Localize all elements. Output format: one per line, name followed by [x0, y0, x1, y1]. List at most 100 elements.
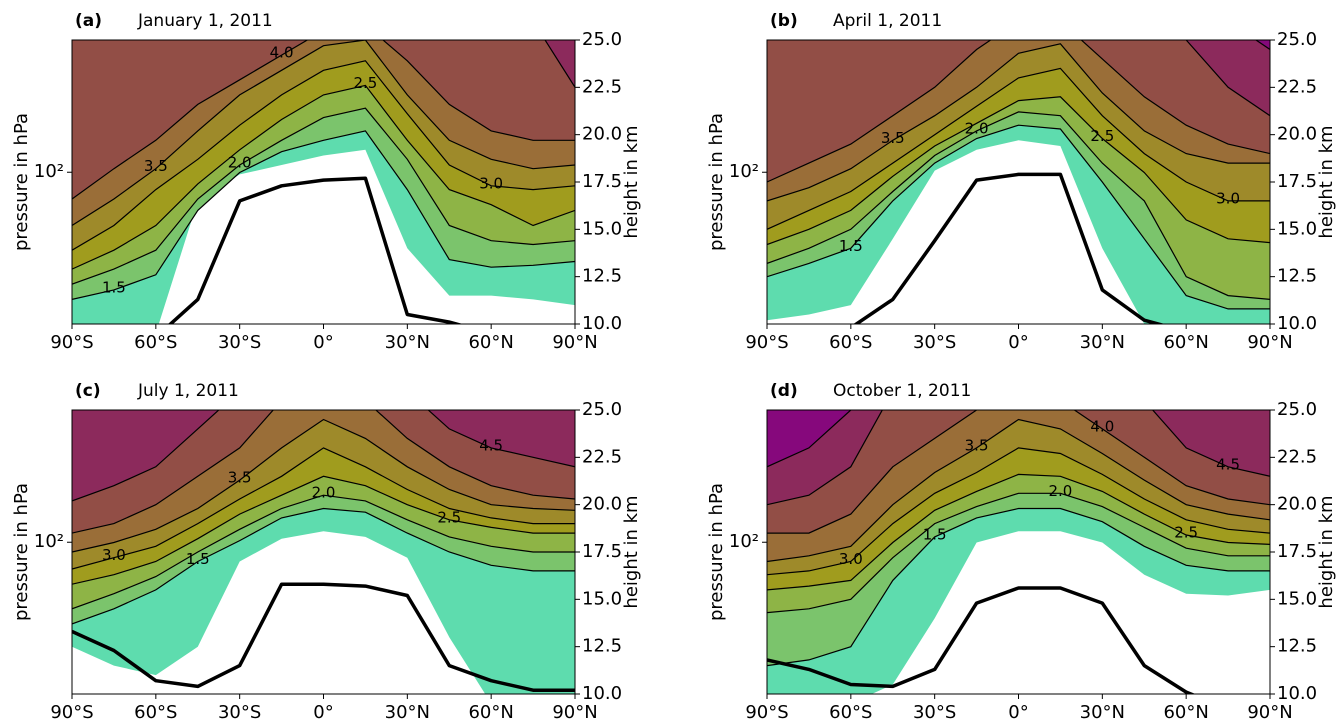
panel: 1.5 2.0 2.5 3.0 3.5 4.0 4.5 90°S 60°S 30°S 0° 30°N 6…	[11, 0, 642, 353]
y2-tick-label: 15.0	[1277, 218, 1317, 239]
x-tick-label: 30°S	[913, 332, 956, 353]
y2-axis-label: height in km	[621, 495, 642, 608]
y-tick-label: 10²	[729, 161, 759, 182]
contour-label: 5.0	[797, 0, 821, 9]
plot-area: 1.5 2.0 2.5 3.0 3.5 4.0 4.5	[72, 389, 575, 694]
panel-title: October 1, 2011	[833, 381, 971, 401]
y-axis-label: pressure in hPa	[706, 483, 727, 621]
contour-label: 4.5	[1216, 455, 1240, 473]
contour-label: 1.5	[923, 525, 947, 543]
y2-axis-label: height in km	[1316, 125, 1337, 238]
contour-band	[72, 410, 575, 534]
contour-label: 2.0	[1048, 482, 1072, 500]
contour-line	[767, 40, 1270, 183]
tropopause-line	[72, 582, 575, 692]
contour-line	[72, 60, 575, 251]
contour-line	[767, 507, 1270, 667]
contour-line	[72, 40, 575, 200]
y2-tick-label: 20.0	[1277, 494, 1317, 515]
contour-label: 2.0	[228, 153, 252, 171]
x-tick-label: 30°N	[1080, 332, 1125, 353]
contour-line	[72, 84, 575, 270]
contour-label: 4.0	[270, 44, 294, 62]
x-tick-label: 60°S	[134, 702, 177, 723]
x-tick-label: 30°N	[385, 702, 430, 723]
contour-band	[767, 410, 851, 467]
contour-label: 2.0	[965, 119, 989, 137]
contour-label: 3.5	[965, 436, 989, 454]
x-tick-label: 60°N	[468, 332, 513, 353]
contour-line	[72, 410, 575, 502]
contour-band	[72, 410, 575, 501]
y2-tick-label: 17.5	[1277, 171, 1317, 192]
y2-tick-label: 15.0	[1277, 588, 1317, 609]
contour-label: 2.0	[312, 484, 336, 502]
contour-line	[72, 107, 575, 285]
contour-label: 1.5	[186, 550, 210, 568]
contour-line	[767, 124, 1270, 310]
y2-tick-label: 25.0	[1277, 399, 1317, 420]
contour-label: 4.5	[1132, 10, 1156, 28]
contour-band	[767, 410, 1270, 534]
y2-tick-label: 20.0	[1277, 124, 1317, 145]
x-tick-label: 30°N	[1080, 702, 1125, 723]
y2-tick-label: 20.0	[582, 124, 622, 145]
tropopause-line	[767, 586, 1196, 694]
contour-label: 4.5	[479, 436, 503, 454]
contour-line	[72, 418, 575, 553]
y2-tick-label: 22.5	[1277, 446, 1317, 467]
contour-line	[72, 475, 575, 585]
contour-label: 4.5	[395, 0, 419, 9]
contour-band	[72, 40, 575, 199]
contour-line	[767, 96, 1270, 246]
x-tick-label: 90°S	[50, 702, 93, 723]
y-axis-label: pressure in hPa	[706, 113, 727, 251]
x-tick-label: 90°S	[50, 332, 93, 353]
y2-tick-label: 12.5	[582, 636, 622, 657]
contour-line	[72, 40, 575, 227]
x-tick-label: 60°S	[829, 332, 872, 353]
x-tick-label: 60°S	[134, 332, 177, 353]
contour-label: 2.5	[1174, 523, 1198, 541]
panel-title: April 1, 2011	[833, 11, 942, 31]
y2-axis-label: height in km	[1316, 495, 1337, 608]
y2-tick-label: 17.5	[1277, 541, 1317, 562]
y2-tick-label: 10.0	[582, 683, 622, 704]
contour-line	[72, 410, 575, 534]
y-tick-label: 10²	[34, 531, 64, 552]
y-tick-label: 10²	[729, 531, 759, 552]
x-tick-label: 30°S	[218, 702, 261, 723]
contour-line	[767, 418, 1270, 563]
x-tick-label: 0°	[313, 332, 333, 353]
contour-line	[767, 43, 1270, 202]
contour-line	[767, 473, 1270, 591]
contour-label: 4.0	[353, 389, 377, 407]
y2-tick-label: 15.0	[582, 588, 622, 609]
y-axis-label: pressure in hPa	[11, 483, 32, 621]
panel: 1.5 2.0 2.5 3.0 3.5 4.0 4.5 5.0 90°S 60°S 30°S 0° 30…	[706, 381, 1337, 723]
x-tick-label: 60°N	[468, 702, 513, 723]
x-tick-label: 90°N	[552, 702, 597, 723]
x-tick-label: 30°N	[385, 332, 430, 353]
contour-label: 1.5	[102, 278, 126, 296]
contour-line	[767, 492, 1270, 614]
contour-label: 2.5	[353, 74, 377, 92]
contour-label: 3.0	[102, 546, 126, 564]
y-axis-label: pressure in hPa	[11, 113, 32, 251]
contour-label: 3.0	[479, 174, 503, 192]
contour-label: 1.5	[839, 237, 863, 255]
y2-tick-label: 22.5	[1277, 76, 1317, 97]
y2-tick-label: 20.0	[582, 494, 622, 515]
y2-tick-label: 25.0	[582, 29, 622, 50]
x-tick-label: 90°S	[745, 702, 788, 723]
contour-label: 3.0	[1216, 189, 1240, 207]
contour-label: 4.0	[1007, 10, 1031, 28]
tropopause-line	[853, 172, 1165, 324]
y2-tick-label: 12.5	[582, 266, 622, 287]
contour-line	[72, 507, 575, 625]
y2-tick-label: 22.5	[582, 446, 622, 467]
y2-tick-label: 25.0	[1277, 29, 1317, 50]
panel-label: (a)	[75, 11, 102, 31]
